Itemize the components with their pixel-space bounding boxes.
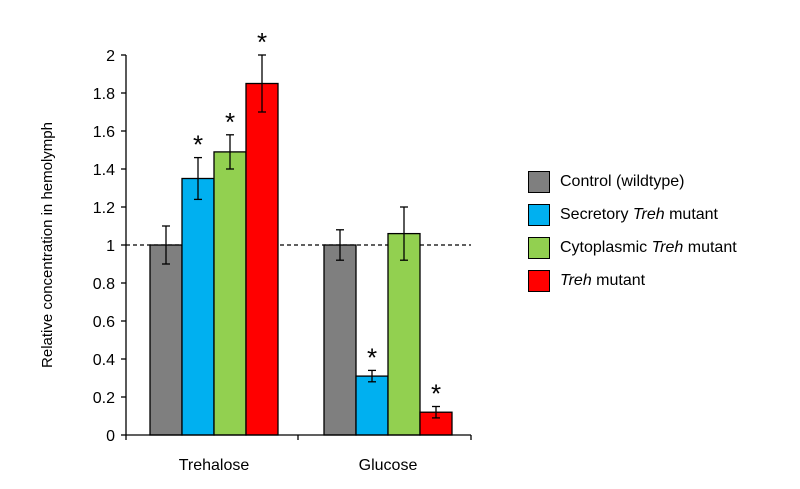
bar — [355, 375, 389, 436]
significance-marker: * — [193, 130, 203, 160]
y-tick-label: 1 — [106, 238, 115, 255]
y-axis-label: Relative concentration in hemolymph — [39, 122, 56, 368]
y-tick-label: 1.4 — [93, 162, 115, 179]
legend-swatch — [528, 269, 550, 292]
x-tick-label: Trehalose — [179, 457, 250, 474]
x-tick-label: Glucose — [359, 457, 418, 474]
y-tick-label: 0 — [106, 428, 115, 445]
significance-marker: * — [367, 342, 377, 372]
legend-label: Secretory Treh mutant — [560, 205, 718, 223]
bar — [181, 177, 215, 436]
y-tick-label: 0.6 — [93, 314, 115, 331]
y-tick-label: 1.2 — [93, 200, 115, 217]
significance-marker: * — [225, 107, 235, 137]
bars-layer — [149, 54, 453, 436]
legend-swatch — [528, 236, 550, 259]
y-tick-label: 0.4 — [93, 352, 115, 369]
axes-layer — [121, 54, 472, 440]
legend-label: Control (wildtype) — [560, 172, 685, 190]
y-tick-label: 0.2 — [93, 390, 115, 407]
legend-item: Cytoplasmic Treh mutant — [528, 231, 737, 264]
legend-swatch — [528, 203, 550, 226]
bar — [245, 82, 279, 436]
bar — [149, 244, 183, 436]
legend-label: Cytoplasmic Treh mutant — [560, 238, 737, 256]
significance-marker: * — [257, 27, 267, 57]
legend-item: Treh mutant — [528, 264, 737, 297]
legend-label: Treh mutant — [560, 271, 646, 289]
legend-item: Secretory Treh mutant — [528, 198, 737, 231]
bar — [387, 232, 421, 436]
legend: Control (wildtype) Secretory Treh mutant C… — [528, 165, 737, 297]
significance-marker: * — [431, 379, 441, 409]
y-tick-label: 1.6 — [93, 124, 115, 141]
y-tick-label: 0.8 — [93, 276, 115, 293]
legend-item: Control (wildtype) — [528, 165, 737, 198]
labels-layer: 0 0.2 0.4 0.6 0.8 1 1.2 1.4 1.6 1.8 2 * * * * * Trehalos… — [93, 27, 441, 474]
y-tick-label: 1.8 — [93, 86, 115, 103]
bar — [323, 244, 357, 436]
y-tick-label: 2 — [106, 48, 115, 65]
legend-swatch — [528, 170, 550, 193]
bar — [213, 151, 247, 436]
